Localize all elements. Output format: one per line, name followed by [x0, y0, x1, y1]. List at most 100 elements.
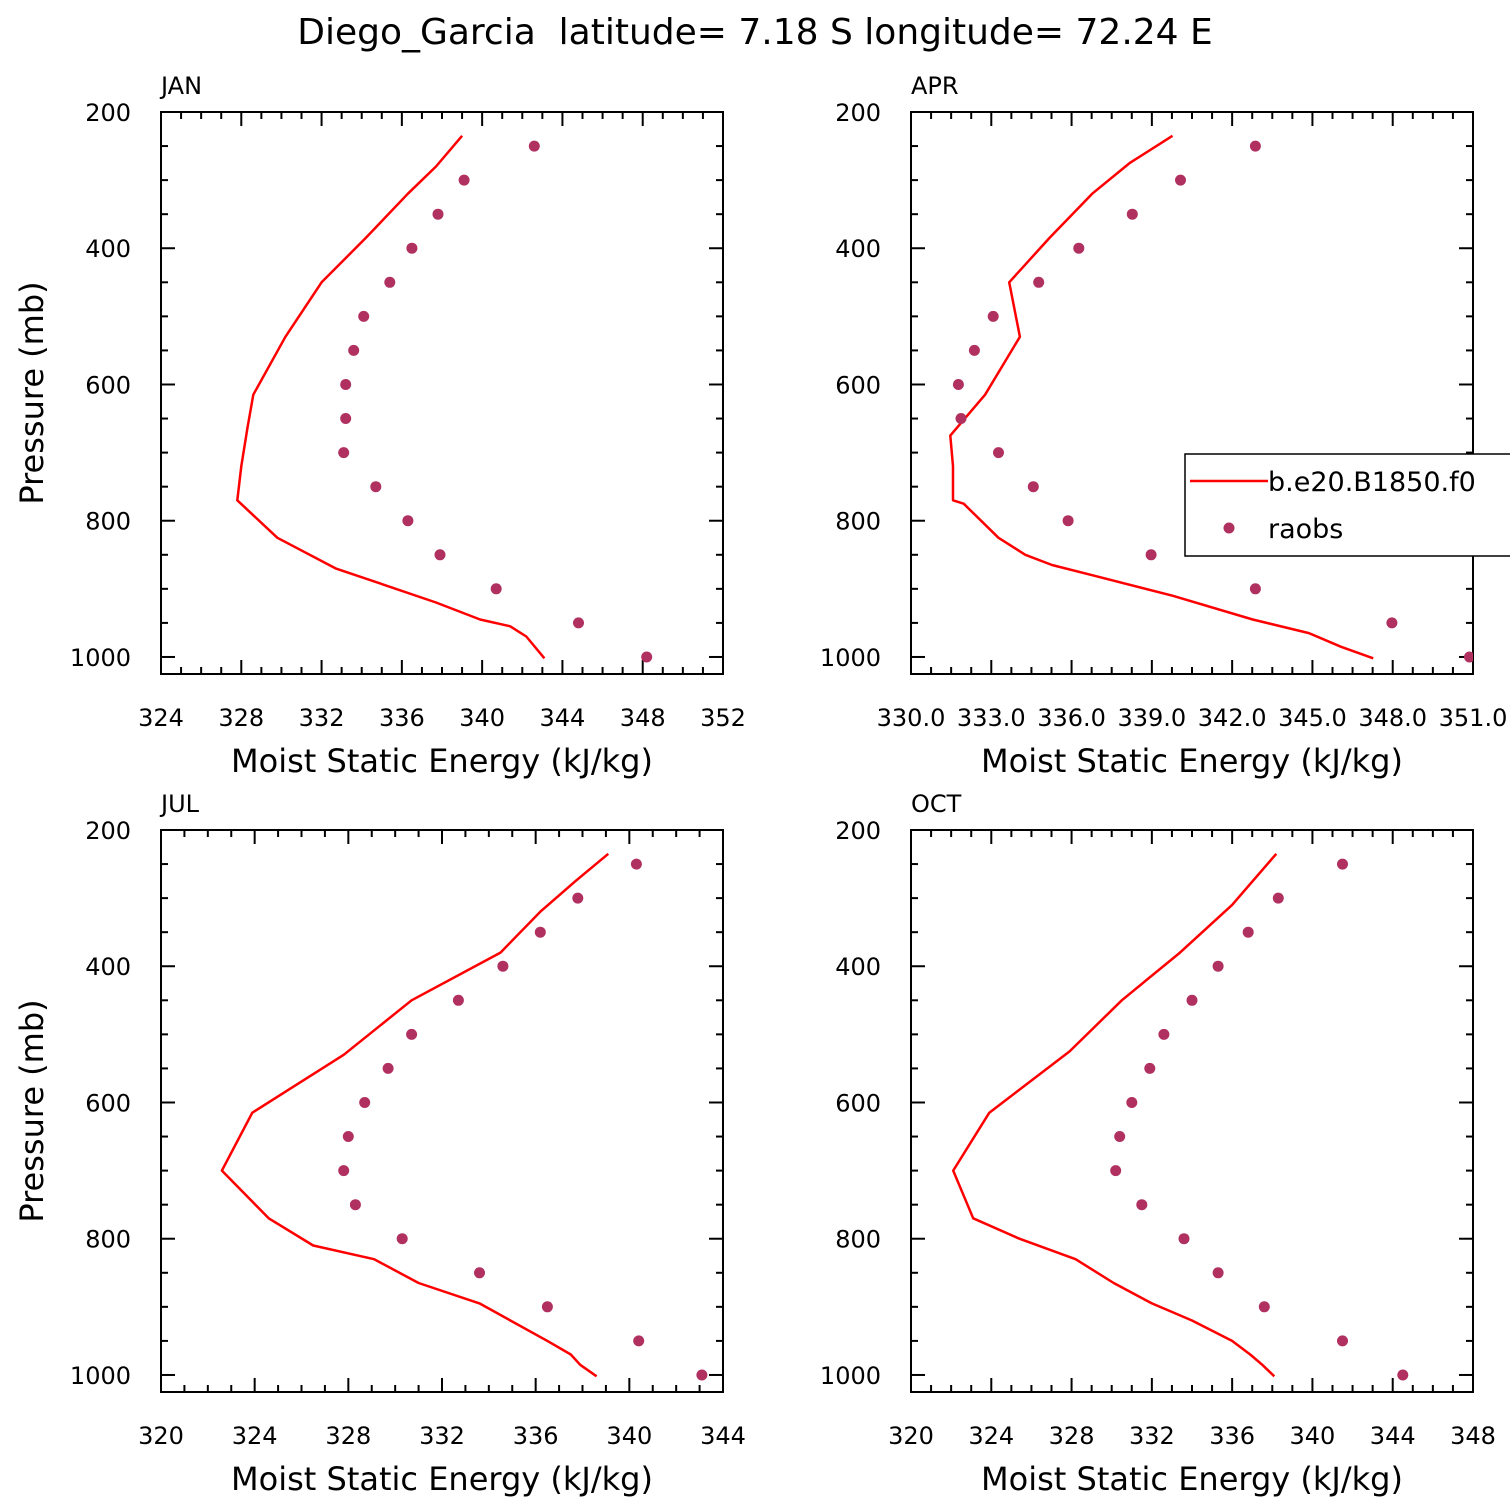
y-tick-label: 1000: [820, 644, 881, 672]
panel-jan: JAN 324 328 332 336 340 344 348 352 Moist Static …: [13, 72, 746, 780]
y-tick-label: 1000: [70, 644, 131, 672]
obs-point: [1337, 1335, 1348, 1347]
obs-point: [338, 1165, 350, 1177]
x-axis-label: Moist Static Energy (kJ/kg): [981, 1460, 1403, 1498]
series-group: [220, 852, 708, 1381]
x-tick-label: 333.0: [957, 704, 1026, 732]
obs-point: [1242, 926, 1254, 938]
obs-point: [432, 208, 444, 220]
obs-point: [528, 140, 540, 152]
x-tick-label: 348: [620, 704, 666, 732]
y-tick-label: 800: [835, 1226, 881, 1254]
obs-point: [1397, 1369, 1409, 1381]
panel-apr: APR 330.0 333.0 336.0 339.0 342.0 345.0 348.0 35…: [820, 72, 1507, 780]
obs-point: [1186, 994, 1198, 1006]
panel-oct: OCT 320 324 328 332 336 340 344 348 Moist Static …: [820, 790, 1496, 1498]
obs-point: [534, 926, 546, 938]
plot-frame: [910, 111, 1474, 675]
obs-point: [1136, 1199, 1148, 1211]
obs-point: [573, 617, 584, 629]
x-tick-label: 339.0: [1117, 704, 1186, 732]
x-tick-label: 324: [232, 1422, 278, 1450]
obs-point: [348, 344, 360, 356]
x-tick-label: 328: [218, 704, 264, 732]
plot-frame: [910, 829, 1474, 1393]
obs-point: [641, 651, 653, 663]
obs-point: [358, 310, 370, 322]
obs-point: [342, 1131, 354, 1142]
legend-box: [1184, 453, 1510, 557]
legend-label-obs: raobs: [1268, 514, 1343, 545]
obs-point: [1272, 892, 1284, 904]
obs-point: [338, 447, 350, 459]
x-tick-label: 345.0: [1278, 704, 1347, 732]
x-tick-label: 320: [888, 1422, 934, 1450]
plot-frame: [160, 111, 724, 675]
obs-point: [1033, 276, 1045, 288]
series-line-model: [220, 852, 610, 1378]
x-tick-label: 344: [1370, 1422, 1416, 1450]
series-line-model: [949, 134, 1374, 660]
legend-label-model: b.e20.B1850.f0: [1268, 467, 1476, 498]
x-tick-label: 336: [513, 1422, 559, 1450]
obs-point: [1126, 208, 1138, 220]
obs-point: [1145, 549, 1157, 561]
y-tick-label: 600: [85, 1089, 131, 1117]
y-tick-label: 200: [835, 99, 881, 127]
obs-point: [396, 1233, 408, 1245]
obs-point: [1178, 1233, 1190, 1245]
obs-point: [370, 481, 382, 493]
x-tick-label: 340: [1290, 1422, 1336, 1450]
obs-point: [1073, 242, 1085, 254]
x-tick-label: 340: [459, 704, 505, 732]
y-tick-label: 800: [85, 1226, 131, 1254]
x-axis-label: Moist Static Energy (kJ/kg): [981, 742, 1403, 780]
panels: JAN 324 328 332 336 340 344 348 352 Moist Static …: [13, 72, 1510, 1498]
x-tick-label: 340: [606, 1422, 652, 1450]
series-group: [951, 852, 1409, 1381]
x-tick-label: 336.0: [1037, 704, 1106, 732]
x-tick-label: 328: [1049, 1422, 1095, 1450]
obs-point: [402, 515, 414, 527]
obs-point: [1114, 1131, 1126, 1142]
panel-label: JAN: [159, 72, 202, 100]
y-axis-label: Pressure (mb): [13, 999, 51, 1222]
x-tick-label: 344: [700, 1422, 746, 1450]
obs-point: [1062, 515, 1074, 527]
x-axis-label: Moist Static Energy (kJ/kg): [231, 742, 653, 780]
panel-label: APR: [911, 72, 959, 100]
panel-label: OCT: [911, 790, 962, 818]
obs-point: [993, 447, 1004, 459]
obs-point: [384, 276, 396, 288]
y-tick-label: 1000: [70, 1362, 131, 1390]
series-group: [236, 134, 653, 663]
x-tick-label: 336: [379, 704, 425, 732]
obs-point: [1212, 960, 1224, 972]
obs-point: [1110, 1165, 1122, 1177]
x-tick-label: 336: [1209, 1422, 1255, 1450]
x-axis-label: Moist Static Energy (kJ/kg): [231, 1460, 653, 1498]
series-line-model: [951, 852, 1278, 1378]
obs-point: [1249, 583, 1261, 595]
obs-point: [452, 994, 464, 1006]
obs-point: [458, 174, 470, 186]
y-tick-label: 800: [85, 508, 131, 536]
x-tick-label: 328: [325, 1422, 371, 1450]
y-tick-label: 200: [85, 99, 131, 127]
obs-point: [1258, 1301, 1270, 1313]
x-tick-label: 352: [700, 704, 746, 732]
panel-label: JUL: [159, 790, 200, 818]
y-tick-label: 600: [835, 371, 881, 399]
y-tick-label: 400: [85, 953, 131, 981]
obs-point: [1158, 1028, 1170, 1040]
x-tick-label: 324: [968, 1422, 1014, 1450]
obs-point: [1464, 651, 1473, 663]
obs-point: [434, 549, 446, 561]
obs-point: [987, 310, 999, 322]
x-tick-label: 324: [138, 704, 184, 732]
obs-point: [1175, 174, 1186, 186]
figure-title: Diego_Garcia latitude= 7.18 S longitude=…: [297, 12, 1213, 53]
obs-point: [630, 858, 642, 870]
series-line-model: [236, 134, 546, 660]
